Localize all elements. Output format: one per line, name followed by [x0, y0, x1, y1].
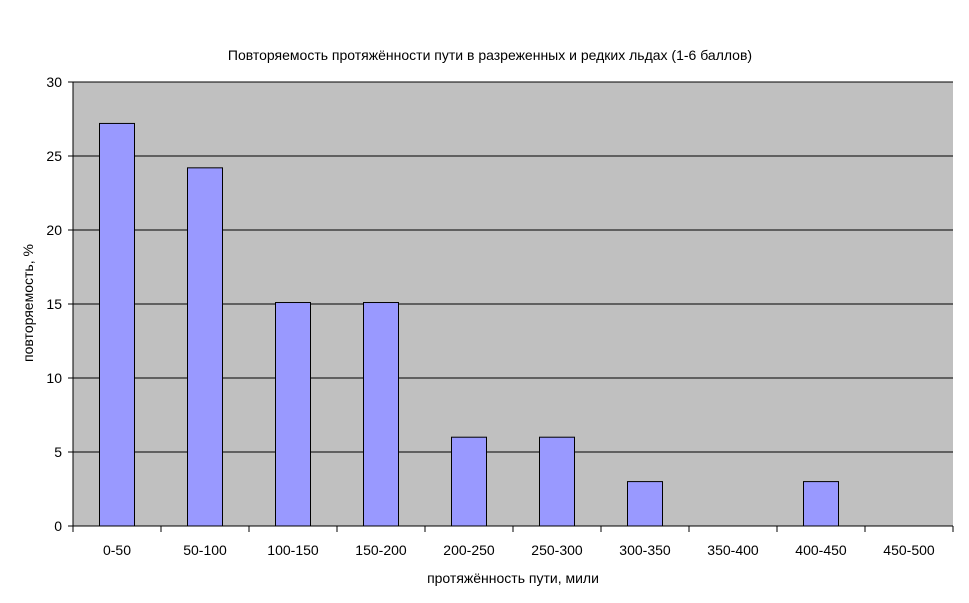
bar — [363, 302, 399, 527]
x-tick-label: 200-250 — [443, 542, 495, 558]
x-tick-label: 400-450 — [795, 542, 847, 558]
chart-title: Повторяемость протяжённости пути в разре… — [228, 47, 752, 63]
bars — [99, 122, 839, 527]
x-tick-label: 450-500 — [883, 542, 935, 558]
bar — [275, 302, 311, 527]
bar — [451, 436, 487, 527]
bar — [627, 481, 663, 527]
x-tick-label: 50-100 — [183, 542, 227, 558]
y-tick-label: 15 — [46, 296, 62, 312]
x-tick-label: 100-150 — [267, 542, 319, 558]
y-axis-title: повторяемость, % — [20, 244, 36, 362]
x-tick-labels: 0-50 50-100 100-150 150-200 200-250 250-300 30… — [103, 542, 935, 558]
x-tick-label: 350-400 — [707, 542, 759, 558]
y-tick-labels: 0 5 10 15 20 25 30 — [46, 74, 62, 534]
bar — [803, 481, 839, 527]
x-axis-title: протяжённость пути, мили — [427, 570, 599, 586]
bar — [187, 167, 223, 527]
y-tick-label: 0 — [54, 518, 62, 534]
bar — [539, 436, 575, 527]
y-tick-label: 25 — [46, 148, 62, 164]
bar — [99, 122, 135, 527]
y-tick-label: 30 — [46, 74, 62, 90]
y-tick-label: 20 — [46, 222, 62, 238]
x-tick-label: 0-50 — [103, 542, 131, 558]
x-tick-label: 300-350 — [619, 542, 671, 558]
x-tick-label: 150-200 — [355, 542, 407, 558]
y-tick-label: 5 — [54, 444, 62, 460]
axes — [68, 81, 954, 532]
x-tick-label: 250-300 — [531, 542, 583, 558]
y-tick-label: 10 — [46, 370, 62, 386]
